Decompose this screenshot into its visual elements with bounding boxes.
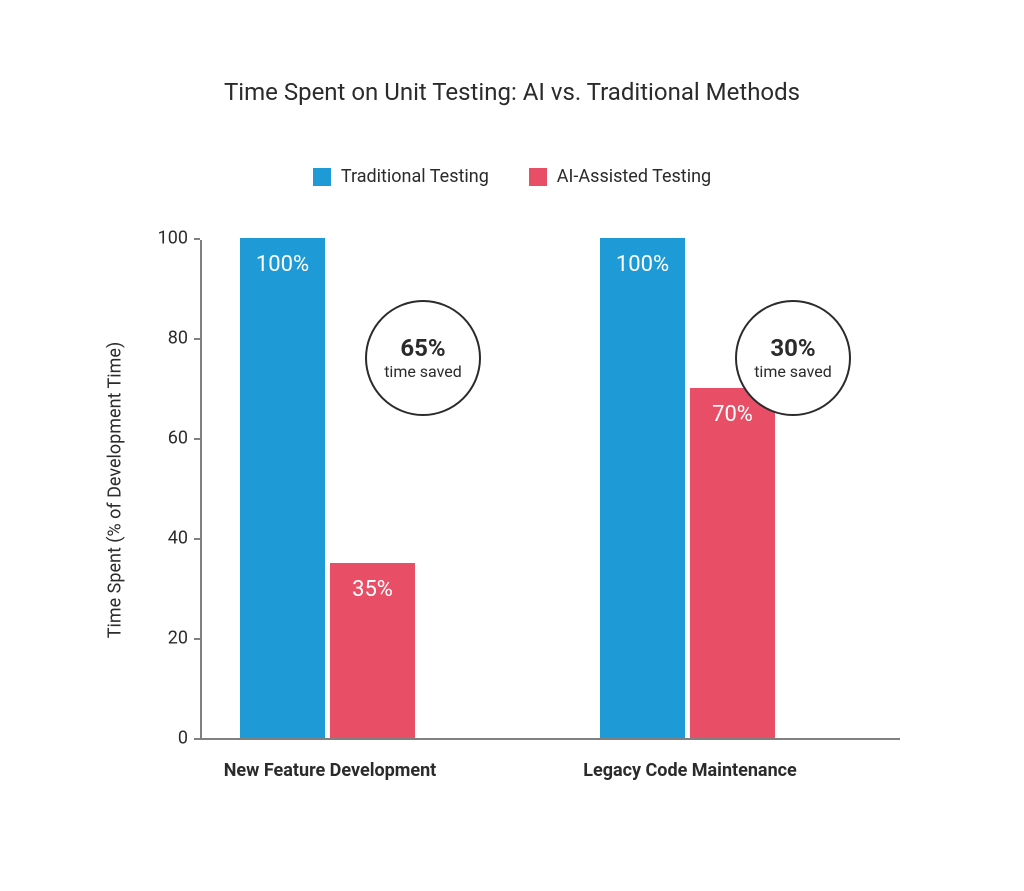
bar-g2-traditional: 100% bbox=[600, 238, 685, 738]
x-axis bbox=[200, 738, 900, 740]
plot-area: Time Spent (% of Development Time) 0 20 … bbox=[200, 240, 900, 760]
callout-1: 65% time saved bbox=[365, 300, 481, 416]
legend-item-traditional: Traditional Testing bbox=[313, 166, 489, 187]
callout-value: 65% bbox=[400, 335, 445, 363]
legend-swatch-traditional bbox=[313, 168, 331, 186]
y-axis-title: Time Spent (% of Development Time) bbox=[105, 342, 126, 638]
y-tick-40: 40 bbox=[148, 528, 188, 549]
y-tick-0: 0 bbox=[148, 728, 188, 749]
y-tick-mark bbox=[194, 738, 200, 740]
y-tick-mark bbox=[194, 238, 200, 240]
bar-label: 100% bbox=[600, 252, 685, 277]
y-tick-20: 20 bbox=[148, 628, 188, 649]
y-tick-mark bbox=[194, 538, 200, 540]
bar-g1-ai: 35% bbox=[330, 563, 415, 738]
legend-label-traditional: Traditional Testing bbox=[341, 166, 489, 187]
y-tick-mark bbox=[194, 638, 200, 640]
y-tick-60: 60 bbox=[148, 428, 188, 449]
legend-item-ai: AI-Assisted Testing bbox=[529, 166, 711, 187]
legend-swatch-ai bbox=[529, 168, 547, 186]
callout-sub: time saved bbox=[754, 363, 832, 381]
callout-sub: time saved bbox=[384, 363, 462, 381]
legend: Traditional Testing AI-Assisted Testing bbox=[0, 166, 1024, 187]
y-tick-mark bbox=[194, 438, 200, 440]
group-label-2: Legacy Code Maintenance bbox=[583, 760, 797, 781]
bar-label: 35% bbox=[330, 577, 415, 602]
callout-value: 30% bbox=[770, 335, 815, 363]
chart-title: Time Spent on Unit Testing: AI vs. Tradi… bbox=[0, 78, 1024, 106]
group-label-1: New Feature Development bbox=[224, 760, 437, 781]
bar-label: 100% bbox=[240, 252, 325, 277]
y-axis bbox=[200, 240, 202, 740]
y-tick-100: 100 bbox=[148, 228, 188, 249]
y-tick-80: 80 bbox=[148, 328, 188, 349]
legend-label-ai: AI-Assisted Testing bbox=[557, 166, 711, 187]
callout-2: 30% time saved bbox=[735, 300, 851, 416]
y-tick-mark bbox=[194, 338, 200, 340]
bar-g2-ai: 70% bbox=[690, 388, 775, 738]
bar-g1-traditional: 100% bbox=[240, 238, 325, 738]
